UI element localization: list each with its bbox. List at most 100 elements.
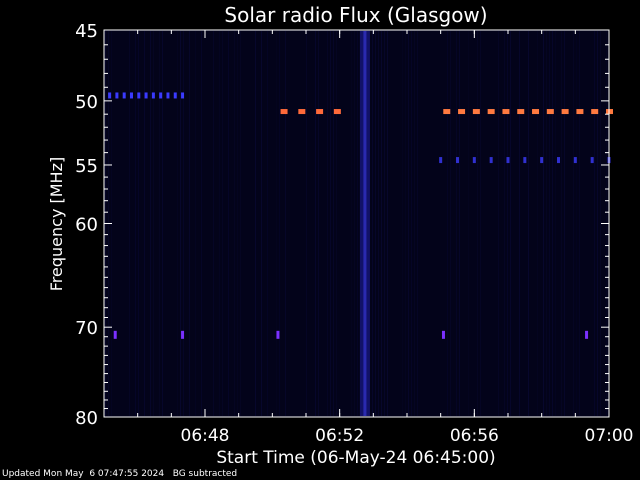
bg-stripe xyxy=(357,31,358,416)
bg-stripe xyxy=(579,31,580,416)
weak-burst xyxy=(181,92,185,99)
narrow-line-mark xyxy=(276,330,280,339)
bg-stripe xyxy=(228,31,229,416)
bg-stripe xyxy=(237,31,238,416)
bright-burst xyxy=(487,109,495,115)
bg-stripe xyxy=(573,31,574,416)
bg-stripe xyxy=(234,31,235,416)
plot-area xyxy=(104,30,609,417)
y-axis: 45 50 55 60 70 80 xyxy=(75,21,609,429)
weak-burst xyxy=(439,157,443,164)
weak-burst xyxy=(590,157,594,164)
bg-stripe xyxy=(564,31,565,416)
bg-stripe xyxy=(510,31,511,416)
bright-burst xyxy=(561,109,569,115)
bg-stripe xyxy=(600,31,601,416)
bright-burst xyxy=(517,109,525,115)
bg-stripe xyxy=(162,31,163,416)
bg-stripe xyxy=(543,31,544,416)
bg-stripe xyxy=(336,31,337,416)
x-tick-label: 07:00 xyxy=(585,426,634,446)
bg-stripe xyxy=(519,31,520,416)
bg-stripe xyxy=(306,31,307,416)
bright-burst xyxy=(502,109,510,115)
bright-burst xyxy=(333,109,341,115)
bg-stripe xyxy=(594,31,595,416)
weak-burst xyxy=(573,157,577,164)
bright-burst xyxy=(546,109,554,115)
x-tick-label: 06:48 xyxy=(181,426,230,446)
weak-burst xyxy=(456,157,459,164)
bg-stripe xyxy=(180,31,181,416)
weak-burst xyxy=(115,92,119,99)
bg-stripe xyxy=(240,31,241,416)
bg-stripe xyxy=(381,31,382,416)
bright-burst xyxy=(458,109,466,115)
bg-stripe xyxy=(276,31,277,416)
bg-stripe xyxy=(201,31,202,416)
bg-stripe xyxy=(144,31,145,416)
bg-stripe xyxy=(480,31,481,416)
y-tick-label: 50 xyxy=(75,92,98,113)
bg-stripe xyxy=(330,31,331,416)
bg-stripe xyxy=(414,31,415,416)
bg-stripe xyxy=(150,31,151,416)
bg-stripe xyxy=(468,31,469,416)
updated-timestamp: Updated Mon May 6 07:47:55 2024 xyxy=(2,469,165,479)
bg-stripe xyxy=(555,31,556,416)
weak-burst xyxy=(557,157,560,164)
bg-stripe xyxy=(450,31,451,416)
weak-burst xyxy=(137,92,141,99)
bg-stripe xyxy=(408,31,409,416)
bg-stripe xyxy=(405,31,406,416)
bg-stripe xyxy=(189,31,190,416)
bg-stripe xyxy=(318,31,319,416)
bg-stripe xyxy=(561,31,562,416)
bg-stripe xyxy=(219,31,220,416)
y-tick-label: 60 xyxy=(75,215,98,236)
bright-burst xyxy=(576,109,584,115)
bright-burst xyxy=(591,109,599,115)
weak-burst xyxy=(151,92,155,99)
narrow-line-mark xyxy=(441,330,445,339)
weak-burst xyxy=(159,92,163,99)
weak-burst xyxy=(506,157,510,164)
bg-stripe xyxy=(498,31,499,416)
bg-note: BG subtracted xyxy=(172,469,238,479)
weak-burst xyxy=(144,92,148,99)
footer: Updated Mon May 6 07:47:55 2024 BG subtr… xyxy=(2,469,237,479)
y-tick-label: 55 xyxy=(75,156,98,177)
bg-stripe xyxy=(552,31,553,416)
bg-stripe xyxy=(372,31,373,416)
bg-stripe xyxy=(315,31,316,416)
bg-stripe xyxy=(213,31,214,416)
bright-burst xyxy=(472,109,480,115)
bg-stripe xyxy=(159,31,160,416)
weak-burst xyxy=(523,157,527,164)
bg-stripe xyxy=(411,31,412,416)
weak-burst xyxy=(472,157,476,164)
bright-burst xyxy=(280,109,288,115)
weak-burst xyxy=(489,157,493,164)
bg-stripe xyxy=(597,31,598,416)
bg-stripe xyxy=(456,31,457,416)
bg-stripe xyxy=(267,31,268,416)
weak-burst xyxy=(173,92,177,99)
bg-stripe xyxy=(459,31,460,416)
bg-stripe xyxy=(177,31,178,416)
bg-stripe xyxy=(351,31,352,416)
bg-stripe xyxy=(354,31,355,416)
weak-burst xyxy=(540,157,544,164)
x-tick-label: 06:56 xyxy=(450,426,499,446)
x-axis-label: Start Time (06-May-24 06:45:00) xyxy=(216,448,495,468)
bg-stripe xyxy=(477,31,478,416)
bg-stripe xyxy=(387,31,388,416)
bg-stripe xyxy=(504,31,505,416)
chart-title: Solar radio Flux (Glasgow) xyxy=(224,3,487,27)
burst-features xyxy=(108,31,613,416)
bg-stripe xyxy=(129,31,130,416)
x-tick-label: 06:52 xyxy=(315,426,364,446)
y-tick-label: 45 xyxy=(75,21,98,42)
narrow-line-mark xyxy=(181,330,185,339)
bg-stripe xyxy=(333,31,334,416)
